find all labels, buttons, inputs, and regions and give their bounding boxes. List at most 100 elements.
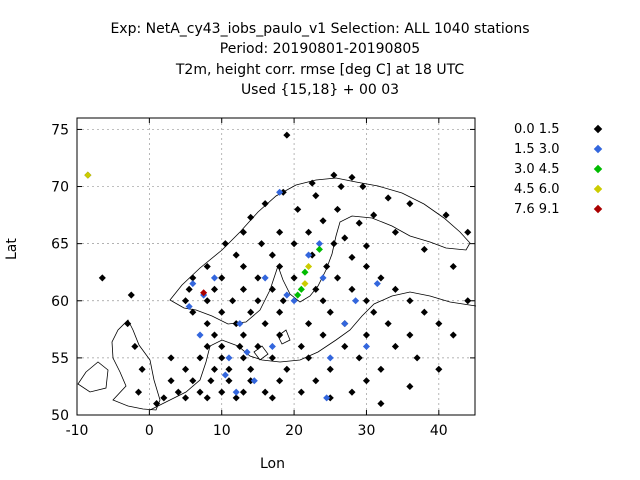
y-tick-label: 75: [51, 122, 69, 138]
station-marker-series-1: [239, 228, 247, 236]
station-marker-series-1: [207, 377, 215, 385]
station-marker-series-2: [196, 331, 204, 339]
legend-row-1: 0.0 1.5: [500, 120, 610, 140]
x-tick-label: 0: [145, 423, 154, 439]
station-marker-series-1: [290, 240, 298, 248]
station-marker-series-1: [218, 274, 226, 282]
station-marker-series-1: [221, 240, 229, 248]
station-marker-series-1: [189, 274, 197, 282]
station-marker-series-1: [305, 354, 313, 362]
x-tick-label: -10: [66, 423, 89, 439]
station-marker-series-1: [377, 365, 385, 373]
station-marker-series-1: [254, 342, 262, 350]
station-marker-series-1: [276, 331, 284, 339]
station-marker-series-2: [261, 274, 269, 282]
station-marker-series-1: [406, 297, 414, 305]
station-marker-series-1: [257, 240, 266, 248]
station-marker-series-1: [247, 308, 255, 316]
y-tick-label: 50: [51, 408, 69, 424]
station-marker-series-1: [406, 331, 414, 339]
station-marker-series-1: [239, 262, 247, 271]
station-marker-series-1: [268, 354, 276, 362]
y-axis-label: Lat: [4, 238, 20, 260]
station-marker-series-1: [326, 308, 334, 316]
station-marker-series-1: [268, 394, 276, 402]
station-marker-series-1: [279, 188, 287, 196]
station-marker-series-1: [153, 400, 161, 408]
station-marker-series-1: [449, 262, 457, 271]
station-marker-series-1: [348, 285, 356, 293]
station-marker-series-1: [355, 219, 363, 227]
station-marker-series-1: [370, 211, 378, 219]
legend-diamond-marker-icon: [593, 204, 603, 214]
station-marker-series-2: [305, 251, 313, 259]
station-marker-series-1: [167, 377, 175, 385]
station-marker-series-1: [420, 308, 428, 316]
x-tick-label: 30: [358, 423, 376, 439]
x-tick-label: 40: [430, 423, 448, 439]
station-marker-series-1: [261, 200, 269, 208]
x-axis-label: Lon: [260, 456, 285, 472]
station-marker-series-1: [279, 297, 287, 305]
station-marker-series-1: [362, 242, 370, 250]
station-marker-series-1: [362, 297, 370, 305]
station-marker-series-1: [134, 388, 143, 396]
station-marker-series-1: [341, 234, 349, 242]
legend-row-4: 4.5 6.0: [500, 180, 610, 200]
station-marker-series-1: [384, 194, 392, 202]
station-marker-series-1: [239, 285, 247, 293]
station-marker-series-4: [301, 280, 309, 288]
station-marker-series-1: [406, 200, 414, 208]
station-marker-series-2: [185, 302, 193, 311]
station-marker-series-2: [341, 320, 349, 328]
station-marker-series-1: [160, 394, 168, 402]
station-marker-series-1: [283, 365, 291, 373]
station-marker-series-1: [239, 354, 247, 362]
station-marker-series-2: [323, 394, 331, 402]
chart-title-line-2: Period: 20190801-20190805: [219, 41, 421, 57]
legend-diamond-marker-icon: [593, 184, 603, 194]
station-marker-series-1: [276, 262, 284, 271]
station-marker-series-1: [326, 365, 334, 373]
station-marker-series-1: [225, 377, 233, 385]
station-marker-series-2: [221, 371, 229, 379]
station-marker-series-1: [377, 400, 385, 408]
station-marker-series-1: [355, 354, 363, 362]
station-marker-series-1: [138, 365, 146, 373]
y-tick-label: 60: [51, 294, 69, 310]
station-marker-series-1: [236, 342, 244, 350]
station-marker-series-1: [413, 354, 421, 362]
station-marker-series-1: [290, 274, 298, 282]
grid-lines: [76, 118, 475, 416]
station-marker-series-1: [312, 377, 320, 385]
station-marker-series-1: [348, 388, 356, 396]
station-marker-series-1: [464, 228, 472, 236]
x-tick-label: 20: [285, 423, 303, 439]
station-marker-series-1: [370, 308, 378, 316]
station-marker-series-1: [464, 297, 472, 305]
station-marker-series-2: [243, 348, 251, 356]
station-marker-series-1: [203, 320, 211, 328]
station-marker-series-1: [362, 377, 370, 385]
legend-row-5: 7.6 9.1: [500, 200, 610, 220]
station-marker-series-1: [268, 285, 276, 293]
station-marker-series-3: [301, 268, 309, 276]
legend-row-2: 1.5 3.0: [500, 140, 610, 160]
station-marker-series-1: [276, 228, 284, 236]
station-marker-series-1: [124, 320, 132, 328]
station-marker-series-5: [200, 289, 208, 297]
station-marker-series-1: [297, 342, 305, 350]
chart-title-line-4: Used {15,18} + 00 03: [240, 82, 400, 98]
station-marker-series-1: [189, 377, 197, 385]
station-marker-series-1: [337, 183, 345, 191]
station-marker-series-1: [377, 274, 385, 282]
station-marker-series-1: [182, 365, 190, 373]
legend-label-5: 7.6 9.1: [514, 202, 560, 217]
station-marker-series-1: [319, 297, 327, 305]
station-marker-series-1: [218, 388, 226, 396]
station-marker-series-1: [435, 320, 443, 328]
station-marker-series-1: [294, 205, 302, 213]
station-marker-series-1: [182, 394, 190, 402]
station-marker-series-2: [189, 280, 197, 288]
